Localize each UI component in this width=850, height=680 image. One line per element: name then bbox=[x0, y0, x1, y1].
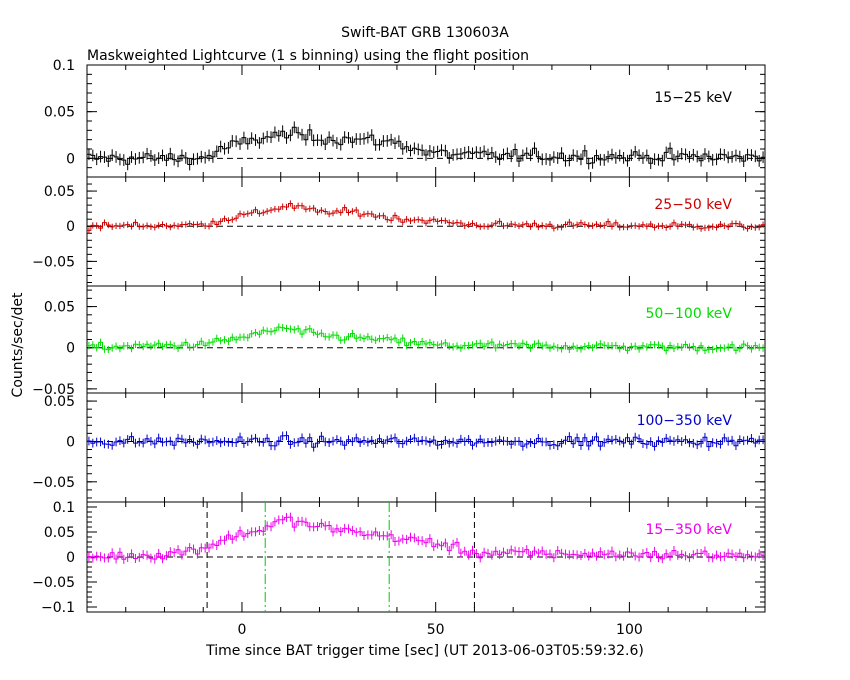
y-tick-label: 0 bbox=[66, 434, 75, 450]
x-tick-label: 0 bbox=[238, 622, 247, 638]
y-tick-label: 0.1 bbox=[53, 58, 75, 74]
x-tick-label: 50 bbox=[427, 622, 445, 638]
y-tick-label: 0.1 bbox=[53, 500, 75, 516]
x-axis-label: Time since BAT trigger time [sec] (UT 20… bbox=[205, 643, 644, 659]
lightcurve-line bbox=[87, 435, 765, 448]
band-label: 15−350 keV bbox=[645, 522, 732, 538]
lightcurve-line bbox=[87, 126, 765, 165]
x-tick-label: 100 bbox=[616, 622, 643, 638]
y-tick-label: 0.05 bbox=[44, 300, 75, 316]
y-tick-label: 0.05 bbox=[44, 184, 75, 200]
band-label: 100−350 keV bbox=[637, 413, 733, 429]
panel-1: 0 0.05 0.1 15−25 keV bbox=[44, 58, 766, 178]
y-tick-label: −0.05 bbox=[32, 475, 75, 491]
y-axis-label: Counts/sec/det bbox=[10, 292, 26, 397]
y-tick-label: 0 bbox=[66, 550, 75, 566]
panel-frame bbox=[86, 176, 766, 287]
panel-frame bbox=[86, 285, 766, 394]
band-label: 50−100 keV bbox=[645, 306, 732, 322]
y-tick-label: 0.05 bbox=[44, 394, 75, 410]
panel-frame bbox=[86, 392, 766, 503]
chart-subtitle: Maskweighted Lightcurve (1 s binning) us… bbox=[87, 48, 529, 64]
y-tick-label: 0 bbox=[66, 219, 75, 235]
lightcurve-line bbox=[87, 203, 765, 231]
y-tick-label: −0.1 bbox=[41, 600, 75, 616]
band-label: 25−50 keV bbox=[654, 197, 732, 213]
y-tick-label: 0.05 bbox=[44, 105, 75, 121]
band-label: 15−25 keV bbox=[654, 90, 732, 106]
y-tick-label: 0 bbox=[66, 151, 75, 167]
y-tick-label: 0.05 bbox=[44, 525, 75, 541]
panel-2: −0.05 0 0.05 25−50 keV bbox=[32, 176, 766, 287]
panel-4: −0.05 0 0.05 100−350 keV bbox=[32, 392, 766, 503]
lightcurve-line bbox=[87, 516, 765, 560]
y-tick-label: −0.05 bbox=[32, 254, 75, 270]
panel-5: −0.1 −0.05 0 0.05 0.1 15−350 keV 0 50 100 bbox=[32, 500, 766, 638]
y-tick-label: −0.05 bbox=[32, 382, 75, 398]
lightcurve-line bbox=[87, 326, 765, 352]
y-tick-label: −0.05 bbox=[32, 575, 75, 591]
panel-3: −0.05 0 0.05 50−100 keV bbox=[32, 285, 766, 398]
y-tick-label: 0 bbox=[66, 341, 75, 357]
chart-title: Swift-BAT GRB 130603A bbox=[341, 25, 509, 41]
